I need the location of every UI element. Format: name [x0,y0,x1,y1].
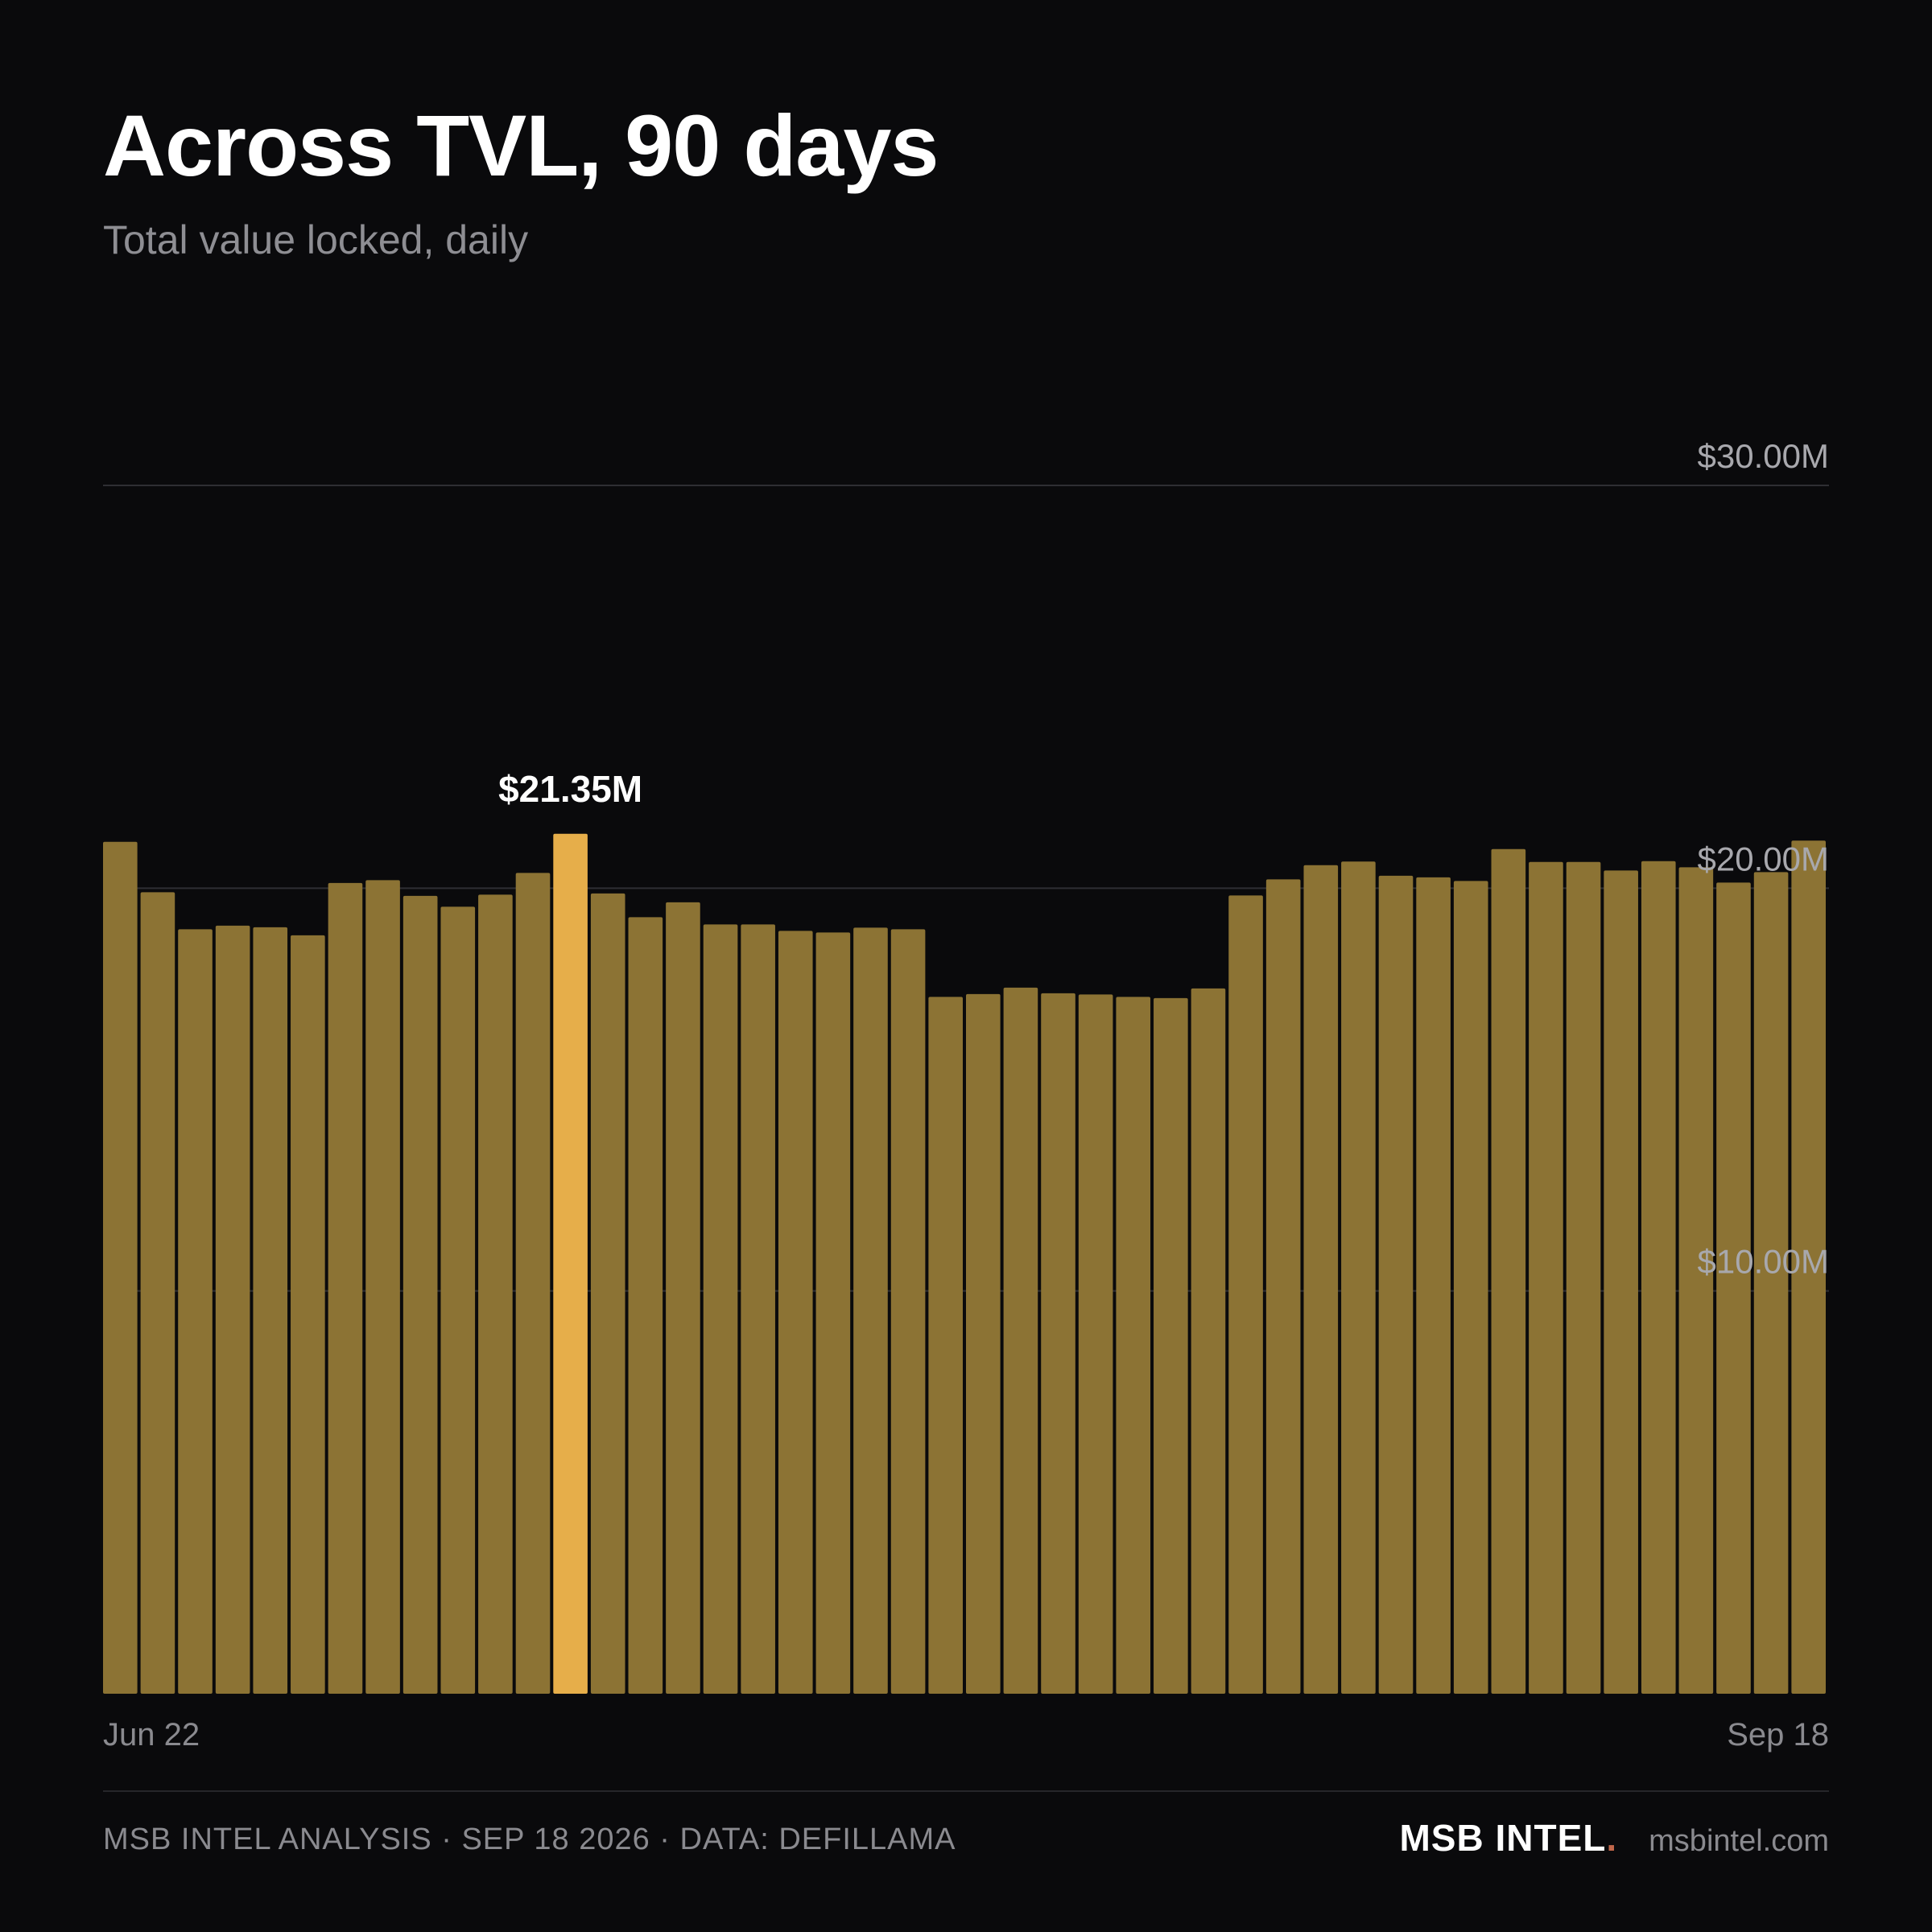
bar [140,892,175,1694]
x-start-label: Jun 22 [103,1717,200,1752]
bar-highlight [553,833,588,1694]
bar [703,924,738,1694]
annotations: $21.35M [498,768,642,810]
bar [1604,870,1638,1694]
bar [853,927,888,1694]
brand-name: MSB INTEL [1399,1817,1607,1859]
bar [1191,988,1226,1694]
chart-subtitle: Total value locked, daily [103,217,529,262]
bar [253,927,288,1694]
bar [1641,861,1676,1694]
bar [103,841,138,1694]
footer-source: MSB INTEL ANALYSIS · SEP 18 2026 · DATA:… [103,1823,956,1856]
bar [1453,881,1488,1694]
bar [1566,861,1601,1694]
bar [1678,867,1714,1694]
bar [1041,993,1075,1694]
highlight-value-label: $21.35M [498,768,642,810]
bar [1003,987,1038,1694]
chart-title: Across TVL, 90 days [103,97,939,194]
bar [215,925,250,1694]
bar [1791,840,1826,1694]
bar [1154,997,1188,1694]
bar [741,924,775,1694]
bar [628,917,663,1694]
bar [1078,994,1113,1694]
bar [328,882,363,1694]
bar [890,929,926,1694]
bar [1753,872,1789,1694]
bar [1529,861,1563,1694]
brand-dot: . [1606,1817,1617,1859]
bar [1116,997,1151,1694]
footer-brand-block: MSB INTEL. msbintel.com [1399,1816,1829,1860]
bars [103,833,1826,1694]
bar [178,929,213,1694]
y-tick-label: $10.00M [1698,1243,1829,1281]
site-url: msbintel.com [1649,1824,1829,1858]
bar-chart: $10.00M $20.00M $30.00M $21.35M Jun 22 Sep… [103,437,1829,1752]
bar [928,997,963,1694]
y-tick-label: $20.00M [1698,840,1829,877]
bar [440,906,476,1694]
y-tick-label: $30.00M [1698,437,1829,475]
bar [1228,895,1263,1694]
bar [1491,848,1526,1694]
bar [1341,861,1376,1694]
bar [778,931,813,1694]
bar [1303,865,1339,1694]
bar [291,935,325,1694]
y-tick-labels: $10.00M $20.00M $30.00M [1698,437,1829,1281]
bar [815,932,851,1694]
bar [478,894,513,1694]
bar [402,895,438,1694]
x-end-label: Sep 18 [1727,1717,1829,1752]
bar [1716,882,1751,1694]
footer-divider [103,1790,1829,1792]
bar [590,893,625,1694]
bar [1378,875,1414,1694]
bar [1416,877,1451,1694]
bar [666,902,700,1694]
bar [515,873,551,1694]
bar [1265,879,1301,1694]
bar [966,993,1001,1694]
bar [365,880,400,1694]
